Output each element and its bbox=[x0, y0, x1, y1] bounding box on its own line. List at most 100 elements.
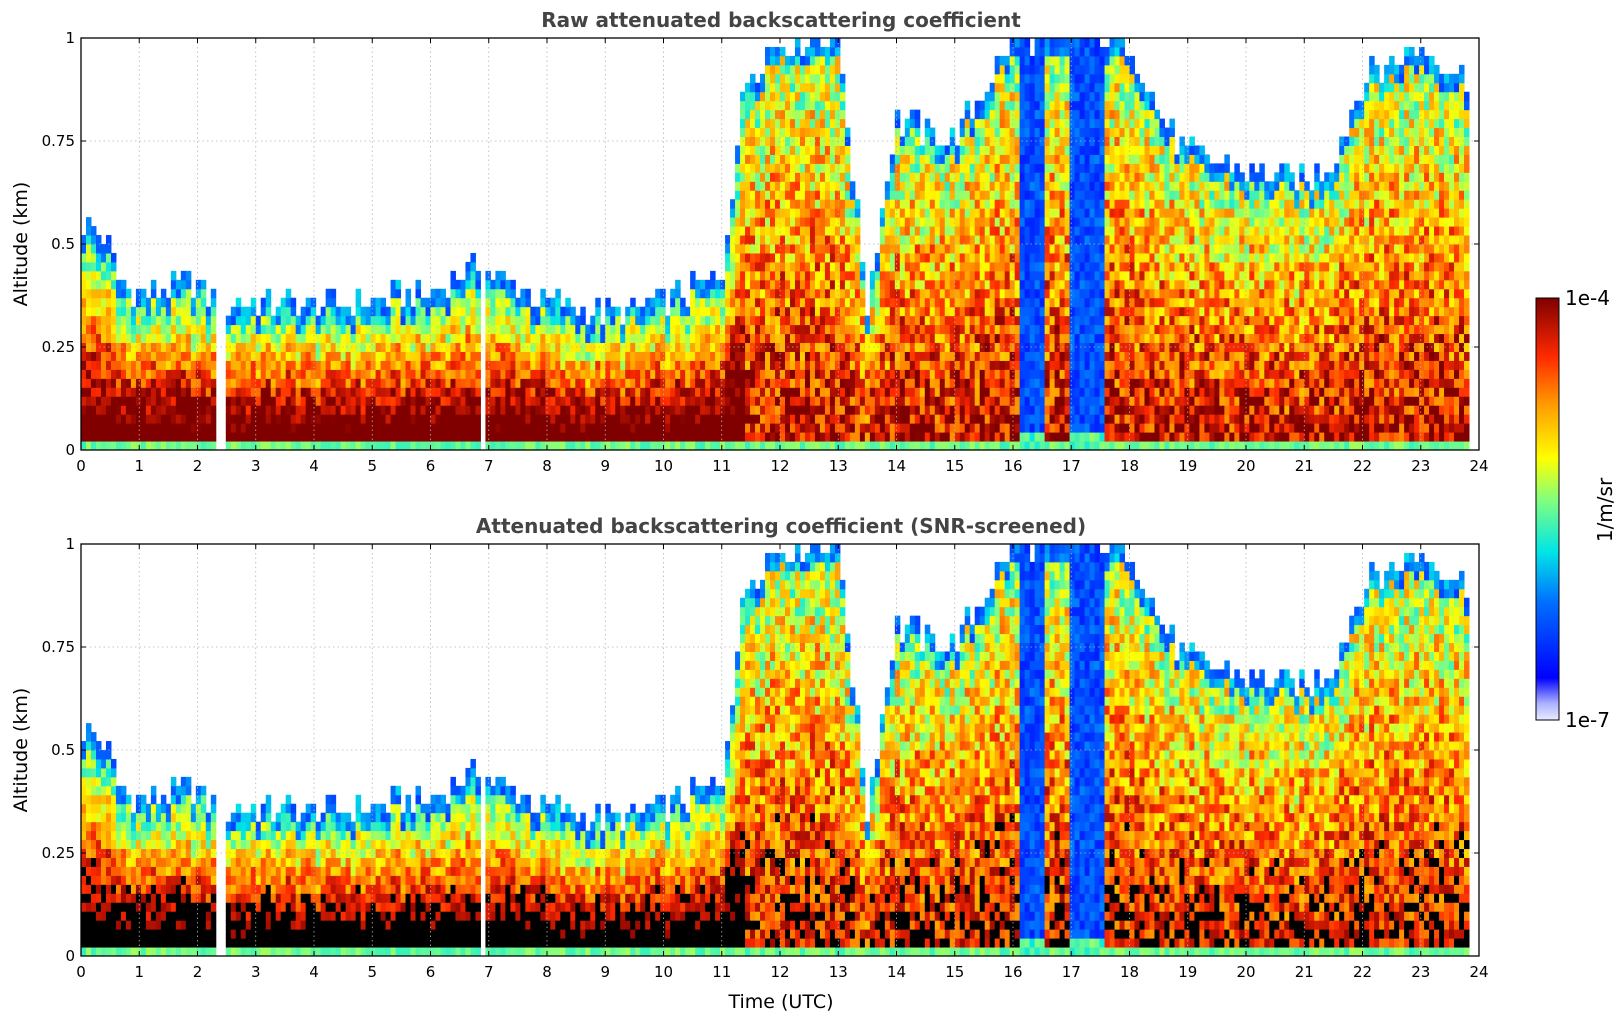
heat-cell bbox=[939, 279, 946, 290]
heat-cell bbox=[814, 342, 821, 352]
heat-cell bbox=[255, 423, 262, 433]
heat-cell bbox=[804, 369, 811, 379]
heat-cell bbox=[894, 378, 901, 388]
heat-cell bbox=[1014, 306, 1021, 317]
heat-cell bbox=[794, 405, 801, 415]
heat-cell bbox=[205, 315, 212, 326]
heat-cell bbox=[760, 91, 766, 102]
heat-cell bbox=[100, 351, 107, 361]
heat-cell bbox=[1054, 208, 1061, 218]
heat-cell bbox=[530, 306, 536, 317]
heat-cell bbox=[260, 324, 267, 335]
heat-cell bbox=[944, 199, 951, 209]
heat-cell bbox=[879, 369, 886, 379]
heat-cell bbox=[435, 315, 441, 326]
heat-cell bbox=[570, 432, 576, 442]
heat-cell bbox=[979, 244, 986, 254]
heat-cell bbox=[380, 360, 387, 370]
heat-cell bbox=[844, 163, 851, 173]
heat-cell bbox=[994, 181, 1001, 191]
heat-cell bbox=[984, 324, 991, 335]
heat-cell bbox=[525, 342, 531, 352]
heat-cell bbox=[1044, 342, 1051, 352]
heat-cell bbox=[1024, 163, 1031, 173]
heat-cell bbox=[740, 235, 746, 245]
heat-cell bbox=[295, 441, 302, 451]
heat-cell bbox=[1009, 315, 1016, 326]
heat-cell bbox=[1004, 333, 1011, 344]
heat-cell bbox=[789, 73, 796, 84]
heat-cell bbox=[380, 423, 387, 433]
heat-cell bbox=[809, 190, 816, 200]
heat-cell bbox=[460, 396, 466, 406]
heat-cell bbox=[730, 342, 736, 352]
heat-cell bbox=[849, 306, 856, 317]
heat-cell bbox=[605, 423, 611, 433]
heat-cell bbox=[560, 306, 566, 317]
heat-cell bbox=[725, 244, 731, 254]
heat-cell bbox=[799, 82, 806, 93]
heat-cell bbox=[1054, 199, 1061, 209]
heat-cell bbox=[879, 226, 886, 236]
heat-cell bbox=[670, 297, 676, 308]
heat-cell bbox=[1039, 378, 1046, 388]
heat-cell bbox=[370, 351, 377, 361]
heat-cell bbox=[185, 351, 192, 361]
heat-cell bbox=[984, 100, 991, 111]
heat-cell bbox=[750, 405, 756, 415]
heat-cell bbox=[580, 441, 586, 451]
heat-cell bbox=[844, 432, 851, 442]
heat-cell bbox=[919, 235, 926, 245]
heat-cell bbox=[355, 369, 362, 379]
heat-cell bbox=[934, 217, 941, 227]
heat-cell bbox=[1054, 396, 1061, 406]
heat-cell bbox=[1004, 252, 1011, 263]
heat-cell bbox=[1039, 423, 1046, 433]
heat-cell bbox=[555, 306, 561, 317]
heat-cell bbox=[979, 181, 986, 191]
heat-cell bbox=[125, 360, 132, 370]
heat-cell bbox=[804, 252, 811, 263]
heat-cell bbox=[894, 109, 901, 120]
heat-cell bbox=[829, 226, 836, 236]
heat-cell bbox=[695, 315, 701, 326]
heat-cell bbox=[325, 396, 332, 406]
heat-cell bbox=[914, 324, 921, 335]
heat-cell bbox=[1039, 109, 1046, 120]
heat-cell bbox=[874, 414, 881, 424]
heat-cell bbox=[190, 423, 197, 433]
heat-cell bbox=[1024, 91, 1031, 102]
heat-cell bbox=[170, 369, 177, 379]
heat-cell bbox=[989, 378, 996, 388]
heat-cell bbox=[275, 342, 282, 352]
heat-cell bbox=[680, 396, 686, 406]
heat-cell bbox=[470, 432, 476, 442]
heat-cell bbox=[440, 333, 446, 344]
heat-cell bbox=[170, 270, 177, 281]
heat-cell bbox=[879, 208, 886, 218]
heat-cell bbox=[904, 333, 911, 344]
heat-cell bbox=[959, 226, 966, 236]
heat-cell bbox=[1014, 244, 1021, 254]
heat-cell bbox=[700, 441, 706, 451]
heat-cell bbox=[545, 315, 551, 326]
heat-cell bbox=[789, 333, 796, 344]
heat-cell bbox=[889, 360, 896, 370]
heat-cell bbox=[195, 306, 202, 317]
heat-cell bbox=[1074, 369, 1081, 379]
heat-cell bbox=[95, 315, 102, 326]
heat-cell bbox=[829, 244, 836, 254]
heat-cell bbox=[320, 441, 327, 451]
heat-cell bbox=[1019, 414, 1026, 424]
heat-cell bbox=[675, 405, 681, 415]
heat-cell bbox=[320, 405, 327, 415]
heat-cell bbox=[794, 432, 801, 442]
heat-cell bbox=[165, 333, 172, 344]
heat-cell bbox=[899, 387, 906, 397]
heat-cell bbox=[95, 297, 102, 308]
heat-cell bbox=[929, 432, 936, 442]
heat-cell bbox=[974, 315, 981, 326]
heat-cell bbox=[1009, 387, 1016, 397]
heat-cell bbox=[934, 387, 941, 397]
heat-cell bbox=[1064, 235, 1071, 245]
